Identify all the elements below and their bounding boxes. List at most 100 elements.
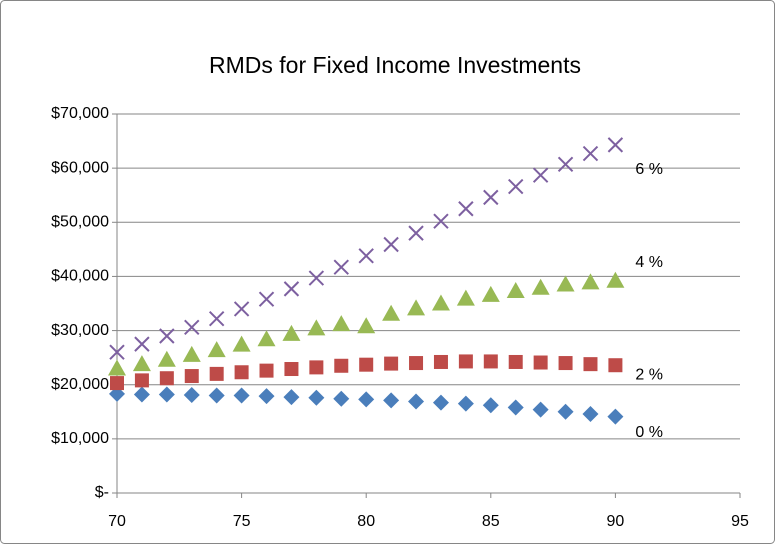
point	[233, 301, 250, 317]
x-tick-label: 85	[482, 513, 500, 530]
point	[583, 357, 598, 372]
point	[582, 145, 599, 162]
point	[556, 275, 575, 292]
point	[110, 376, 124, 391]
point	[133, 386, 150, 403]
point	[308, 389, 325, 406]
point	[606, 271, 625, 288]
point	[409, 356, 424, 371]
point	[259, 363, 274, 378]
y-tick-label: $70,000	[51, 105, 109, 122]
point	[384, 356, 399, 371]
point	[483, 189, 499, 206]
point	[309, 360, 324, 375]
point	[582, 405, 599, 422]
y-tick-label: $40,000	[51, 268, 109, 285]
x-tick-label: 90	[607, 513, 625, 530]
point	[257, 330, 276, 347]
point	[308, 270, 325, 286]
point	[408, 225, 424, 241]
x-tick-label: 95	[731, 513, 749, 530]
point	[284, 362, 299, 377]
x-tick-label: 80	[357, 513, 375, 530]
point	[134, 373, 149, 388]
point	[333, 390, 350, 407]
point	[233, 387, 250, 404]
chart-title: RMDs for Fixed Income Investments	[209, 52, 581, 78]
point	[109, 344, 125, 360]
point	[208, 310, 225, 327]
point	[234, 365, 249, 380]
point	[382, 304, 401, 321]
point	[332, 315, 351, 332]
point	[183, 387, 200, 404]
series-label: 0 %	[635, 424, 663, 441]
point	[507, 399, 524, 416]
y-tick-label: $20,000	[51, 376, 109, 393]
point	[508, 354, 523, 369]
point	[383, 236, 399, 253]
point	[132, 355, 151, 372]
point	[557, 403, 574, 420]
point	[607, 137, 624, 153]
y-tick-label: $30,000	[51, 322, 109, 339]
series-label: 4 %	[635, 254, 663, 271]
point	[608, 358, 623, 373]
point	[533, 355, 548, 370]
point	[607, 408, 624, 425]
point	[159, 371, 174, 386]
point	[358, 248, 374, 264]
point	[207, 341, 226, 358]
x-tick-label: 75	[233, 513, 251, 530]
series-label: 2 %	[635, 366, 663, 383]
point	[433, 354, 448, 369]
point	[258, 388, 275, 405]
point	[557, 156, 574, 173]
point	[232, 335, 251, 352]
point	[307, 319, 326, 336]
point	[357, 317, 376, 334]
point	[158, 386, 175, 403]
point	[558, 356, 573, 371]
point	[283, 281, 300, 297]
series-label: 6 %	[635, 161, 663, 178]
point	[182, 345, 201, 362]
point	[283, 389, 300, 406]
point	[432, 394, 449, 411]
point	[506, 282, 525, 299]
point	[531, 278, 550, 295]
point	[184, 369, 199, 384]
y-tick-label: $10,000	[51, 430, 109, 447]
point	[456, 289, 475, 306]
point	[532, 401, 549, 418]
point	[282, 324, 301, 341]
point	[159, 328, 175, 344]
point	[481, 285, 500, 302]
point	[333, 259, 349, 275]
point	[408, 393, 425, 410]
point	[134, 336, 150, 352]
x-tick-label: 70	[108, 513, 126, 530]
point	[359, 357, 374, 372]
point	[209, 366, 224, 381]
point	[184, 319, 200, 336]
point	[108, 359, 126, 376]
point	[258, 291, 275, 307]
point	[358, 391, 375, 408]
point	[208, 387, 225, 404]
point	[532, 167, 549, 183]
point	[334, 358, 349, 373]
point	[483, 354, 498, 369]
point	[457, 395, 474, 412]
point	[431, 294, 450, 311]
point	[433, 213, 449, 229]
point	[482, 397, 499, 414]
point	[383, 392, 400, 409]
point	[581, 273, 600, 290]
y-tick-label: $-	[95, 484, 109, 501]
y-tick-label: $50,000	[51, 214, 109, 231]
point	[458, 354, 473, 369]
point	[508, 178, 524, 195]
